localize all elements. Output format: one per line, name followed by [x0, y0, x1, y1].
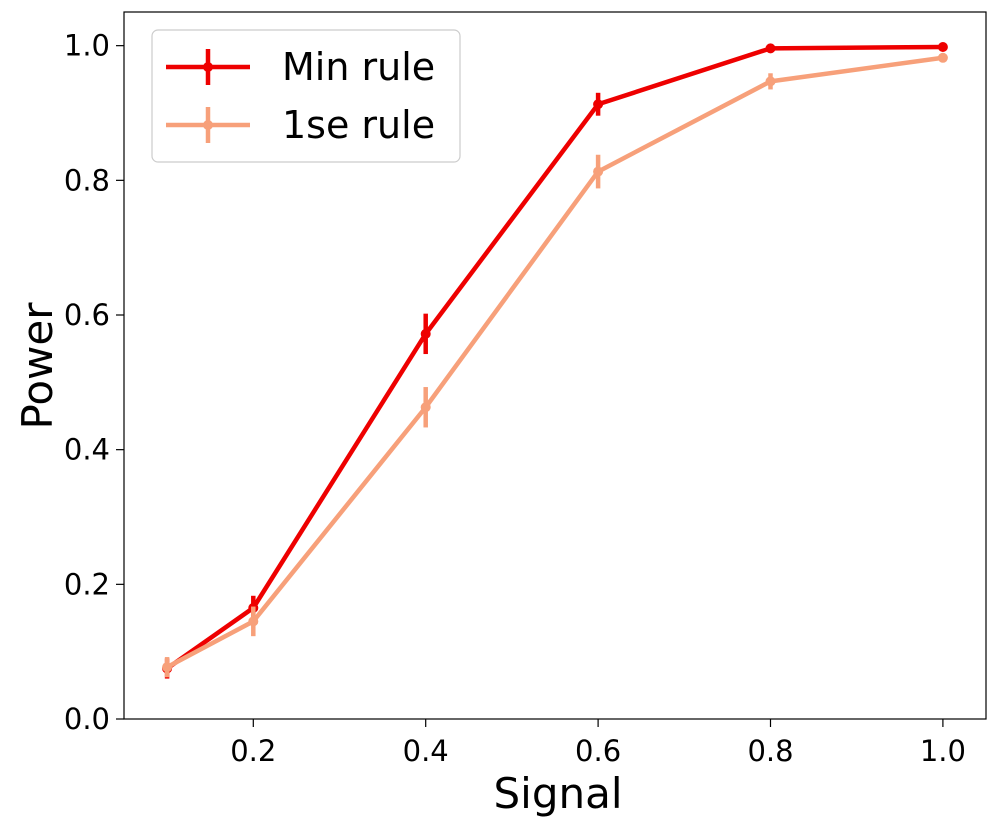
plot-frame — [123, 11, 987, 720]
x-tick-label: 1.0 — [920, 734, 966, 768]
y-tick-label: 0.6 — [64, 298, 110, 332]
y-tick-label: 0.4 — [64, 433, 110, 467]
series-layer — [162, 42, 948, 679]
y-tick-label: 1.0 — [64, 29, 110, 63]
series-line-1se-rule — [166, 55, 944, 670]
legend: Min rule 1se rule — [151, 29, 461, 163]
y-axis-ticks: 0.0 0.2 0.4 0.6 0.8 1.0 — [64, 29, 124, 736]
x-axis-title: Signal — [493, 769, 622, 818]
legend-marker-min-rule — [203, 62, 213, 72]
legend-box — [151, 29, 461, 163]
data-point-1se-rule — [420, 402, 431, 413]
x-tick-label: 0.4 — [403, 734, 449, 768]
data-point-min-rule — [420, 328, 431, 339]
y-tick-label: 0.2 — [64, 567, 110, 601]
legend-label-min-rule: Min rule — [282, 45, 435, 89]
data-point-min-rule — [937, 42, 948, 53]
legend-label-1se-rule: 1se rule — [282, 103, 435, 147]
x-tick-label: 0.8 — [747, 734, 793, 768]
data-point-1se-rule — [248, 616, 259, 627]
data-point-1se-rule — [937, 52, 948, 63]
y-tick-label: 0.8 — [64, 163, 110, 197]
data-point-1se-rule — [593, 166, 604, 177]
legend-marker-1se-rule — [203, 120, 213, 130]
x-tick-label: 0.6 — [575, 734, 621, 768]
series-1se-rule — [162, 52, 948, 678]
series-line-min-rule — [165, 44, 943, 671]
x-tick-label: 0.2 — [230, 734, 276, 768]
data-point-1se-rule — [765, 76, 776, 87]
data-point-min-rule — [765, 43, 776, 54]
y-tick-label: 0.0 — [64, 702, 110, 736]
data-point-min-rule — [593, 99, 604, 110]
data-point-1se-rule — [162, 662, 173, 673]
y-axis-title: Power — [13, 302, 62, 430]
x-axis-ticks: 0.2 0.4 0.6 0.8 1.0 — [230, 719, 966, 768]
